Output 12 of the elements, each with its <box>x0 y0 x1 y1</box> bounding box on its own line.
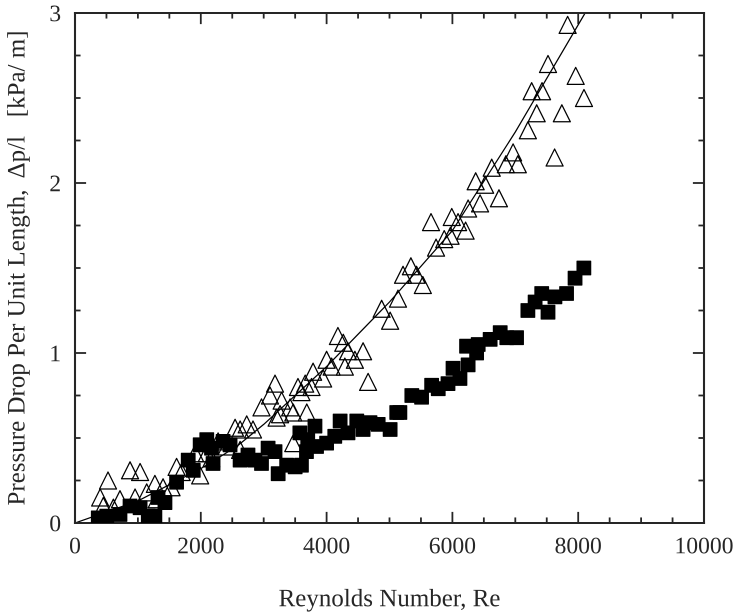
y-tick-label: 1 <box>51 346 60 362</box>
y-tick-label: 3 <box>50 6 60 22</box>
x-tick-label: 10000 <box>676 538 733 554</box>
x-tick-label: 8000 <box>555 538 601 554</box>
x-tick-label: 4000 <box>303 538 350 554</box>
y-axis-title: Pressure Drop Per Unit Length, Δp/l [kPa/ m] <box>7 32 30 505</box>
x-tick-label: 2000 <box>178 538 224 554</box>
y-tick-label: 0 <box>50 515 60 532</box>
x-tick-label: 6000 <box>430 538 476 554</box>
y-tick-label: 2 <box>50 176 60 192</box>
x-tick-label: 0 <box>70 538 80 554</box>
x-axis-title: Reynolds Number, Re <box>279 588 500 612</box>
